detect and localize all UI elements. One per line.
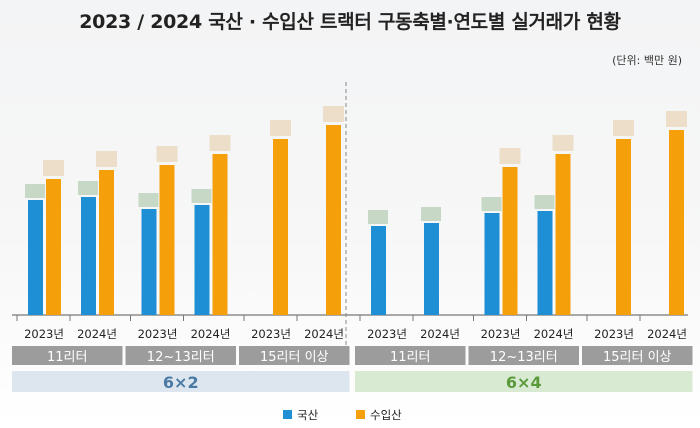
bar-domestic xyxy=(81,197,96,315)
group-label: 15리터 이상 xyxy=(260,350,329,365)
bar-domestic xyxy=(141,209,157,315)
data-label-box xyxy=(368,210,388,224)
data-label-box xyxy=(43,160,64,176)
group-label: 11리터 xyxy=(47,350,87,365)
group-label-box xyxy=(355,346,466,365)
bar-imported xyxy=(212,154,228,315)
chart-title: 2023 / 2024 국산 · 수입산 트랙터 구동축별·연도별 실거래가 현… xyxy=(79,11,621,33)
legend-label-domestic: 국산 xyxy=(297,408,319,422)
year-tick-label: 2024년 xyxy=(191,327,231,341)
legend-label-imported: 수입산 xyxy=(370,408,402,422)
axle-band xyxy=(12,371,350,392)
year-tick-label: 2023년 xyxy=(138,327,178,341)
group-label-box xyxy=(12,346,123,365)
bar-imported xyxy=(99,170,114,315)
year-tick-label: 2023년 xyxy=(24,327,64,341)
data-label-box xyxy=(78,181,98,195)
data-label-box xyxy=(96,151,117,167)
year-tick-label: 2023년 xyxy=(251,327,291,341)
data-label-box xyxy=(191,189,212,203)
data-label-box xyxy=(209,135,231,151)
group-label: 15리터 이상 xyxy=(603,350,672,365)
bar-imported xyxy=(326,125,341,315)
bar-domestic xyxy=(484,213,500,315)
bar-imported xyxy=(502,167,518,315)
bar-imported xyxy=(616,139,631,315)
bar-domestic xyxy=(194,205,210,315)
data-label-box xyxy=(156,146,178,162)
group-label: 12~13리터 xyxy=(490,350,558,365)
data-label-box xyxy=(499,148,521,164)
year-tick-label: 2024년 xyxy=(534,327,574,341)
bar-imported xyxy=(555,154,571,315)
year-tick-label: 2024년 xyxy=(77,327,117,341)
group-label-box xyxy=(239,346,350,365)
data-label-box xyxy=(270,120,291,136)
year-tick-label: 2023년 xyxy=(367,327,407,341)
data-label-box xyxy=(552,135,574,151)
data-label-box xyxy=(534,195,555,209)
data-label-box xyxy=(666,111,687,127)
unit-note: (단위: 백만 원) xyxy=(612,54,682,67)
data-label-box xyxy=(323,106,344,122)
bar-imported xyxy=(273,139,288,315)
bar-domestic xyxy=(424,223,439,315)
group-label-box xyxy=(125,346,236,365)
data-label-box xyxy=(481,197,502,211)
group-label: 11리터 xyxy=(390,350,430,365)
bar-imported xyxy=(159,165,175,315)
data-label-box xyxy=(25,184,45,198)
legend-swatch-domestic xyxy=(283,410,292,419)
bar-imported xyxy=(46,179,61,315)
year-tick-label: 2024년 xyxy=(304,327,344,341)
year-tick-label: 2023년 xyxy=(481,327,521,341)
axle-band xyxy=(355,371,693,392)
axle-label: 6×2 xyxy=(163,373,199,392)
bar-domestic xyxy=(28,200,43,315)
group-label-box xyxy=(582,346,693,365)
year-tick-label: 2024년 xyxy=(420,327,460,341)
bar-domestic xyxy=(371,226,386,315)
bar-domestic xyxy=(537,211,553,315)
group-label-box xyxy=(468,346,579,365)
data-label-box xyxy=(421,207,441,221)
year-tick-label: 2024년 xyxy=(647,327,687,341)
bar-imported xyxy=(669,130,684,315)
group-label: 12~13리터 xyxy=(147,350,215,365)
year-tick-label: 2023년 xyxy=(594,327,634,341)
data-label-box xyxy=(613,120,634,136)
legend-swatch-imported xyxy=(356,410,365,419)
data-label-box xyxy=(138,193,159,207)
axle-label: 6×4 xyxy=(506,373,542,392)
